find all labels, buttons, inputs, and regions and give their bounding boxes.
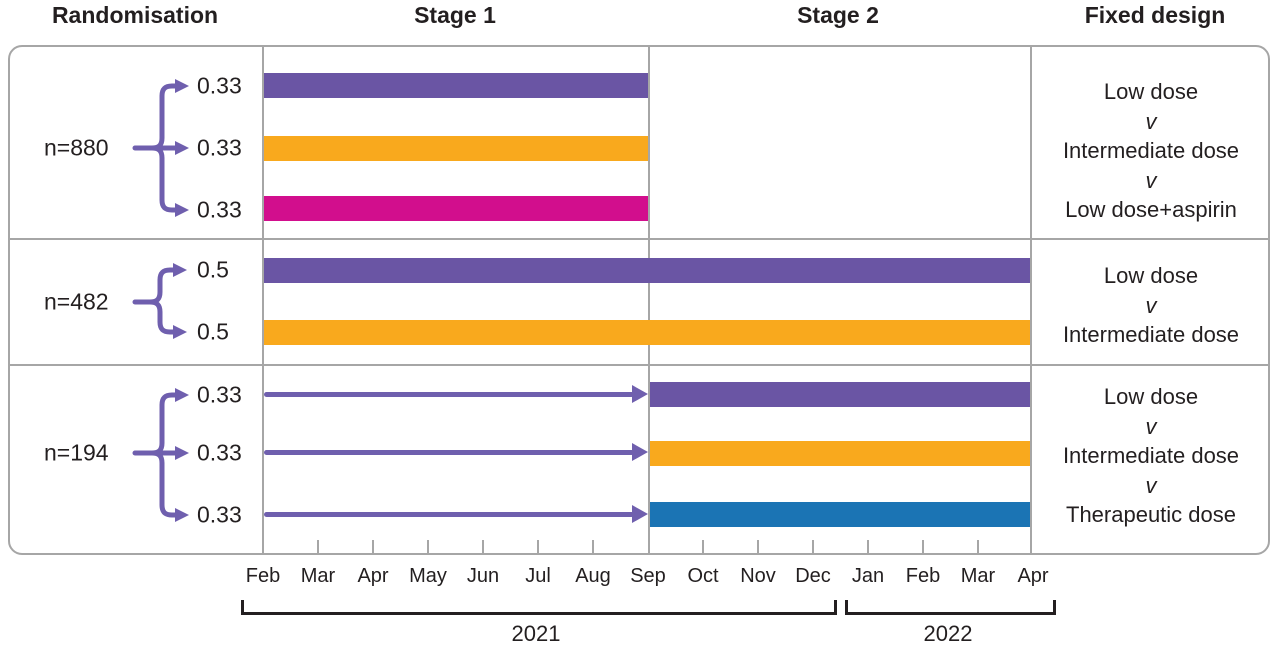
month-tick <box>702 540 704 553</box>
comparison-line: Low dose <box>1103 263 1199 288</box>
three-way-branch-arrow <box>132 79 189 217</box>
panel2-fraction-1: 0.5 <box>197 256 229 283</box>
panel1-comparison: Low dose v Intermediate dose v Low dose+… <box>1031 77 1271 225</box>
month-label: Sep <box>630 565 666 587</box>
month-label: May <box>409 565 447 587</box>
panel3-fraction-1: 0.33 <box>197 381 242 408</box>
lead-arrow-line <box>264 392 634 397</box>
month-label: Oct <box>687 565 719 587</box>
bar-p2-low-dose <box>264 258 1030 283</box>
versus-label: v <box>1145 413 1157 439</box>
header-stage1: Stage 1 <box>414 2 496 28</box>
panel1-fraction-1: 0.33 <box>197 72 242 99</box>
month-tick <box>812 540 814 553</box>
bar-p1-intermediate-dose <box>264 136 648 161</box>
year-label-2022: 2022 <box>923 621 973 646</box>
year-label-2021: 2021 <box>511 621 561 646</box>
header-fixed-design: Fixed design <box>1084 2 1226 28</box>
month-tick <box>867 540 869 553</box>
lead-arrow-head <box>632 443 648 461</box>
month-tick <box>592 540 594 553</box>
panel1-n-label: n=880 <box>44 134 109 161</box>
panel1-fraction-2: 0.33 <box>197 134 242 161</box>
comparison-line: Intermediate dose <box>1062 322 1240 347</box>
month-tick <box>427 540 429 553</box>
divider-stage2-fixed <box>1030 47 1032 553</box>
diagram-frame <box>8 45 1270 555</box>
panel2-comparison: Low dose v Intermediate dose <box>1031 261 1271 350</box>
month-label: Mar <box>960 565 996 587</box>
versus-label: v <box>1145 472 1157 498</box>
divider-stage1-stage2 <box>648 47 650 553</box>
month-label: Apr <box>357 565 389 587</box>
panel3-fraction-2: 0.33 <box>197 439 242 466</box>
month-label: Feb <box>905 565 941 587</box>
year-bracket-2022 <box>845 600 1056 615</box>
lead-arrow-line <box>264 450 634 455</box>
versus-label: v <box>1145 167 1157 193</box>
lead-arrow-line <box>264 512 634 517</box>
comparison-line: Low dose <box>1103 79 1199 104</box>
two-way-branch-arrow <box>132 263 187 339</box>
panel3-comparison: Low dose v Intermediate dose v Therapeut… <box>1031 382 1271 530</box>
month-label: Dec <box>795 565 831 587</box>
panel1-fraction-3: 0.33 <box>197 196 242 223</box>
month-label: Jan <box>851 565 885 587</box>
versus-label: v <box>1145 108 1157 134</box>
month-label: Feb <box>245 565 281 587</box>
month-tick <box>977 540 979 553</box>
month-tick <box>372 540 374 553</box>
bar-p1-low-dose-aspirin <box>264 196 648 221</box>
month-label: Nov <box>740 565 776 587</box>
month-label: Jul <box>525 565 551 587</box>
month-label: Aug <box>575 565 611 587</box>
bar-p3-therapeutic-dose <box>650 502 1030 527</box>
divider-randomisation-stage1 <box>262 47 264 553</box>
year-bracket-2021 <box>241 600 837 615</box>
three-way-branch-arrow <box>132 388 189 522</box>
month-tick <box>922 540 924 553</box>
header-randomisation: Randomisation <box>51 2 219 28</box>
divider-panel2-panel3 <box>10 364 1270 366</box>
comparison-line: Intermediate dose <box>1062 138 1240 163</box>
month-label: Mar <box>300 565 336 587</box>
month-tick <box>482 540 484 553</box>
lead-arrow-head <box>632 385 648 403</box>
bar-p3-low-dose <box>650 382 1030 407</box>
header-stage2: Stage 2 <box>797 2 879 28</box>
month-label: Apr <box>1017 565 1049 587</box>
month-tick <box>317 540 319 553</box>
panel2-fraction-2: 0.5 <box>197 318 229 345</box>
bar-p1-low-dose <box>264 73 648 98</box>
comparison-line: Low dose+aspirin <box>1065 197 1237 222</box>
versus-label: v <box>1145 292 1157 318</box>
comparison-line: Intermediate dose <box>1062 443 1240 468</box>
panel3-n-label: n=194 <box>44 439 109 466</box>
month-tick <box>537 540 539 553</box>
month-tick <box>757 540 759 553</box>
bar-p3-intermediate-dose <box>650 441 1030 466</box>
bar-p2-intermediate-dose <box>264 320 1030 345</box>
divider-panel1-panel2 <box>10 238 1270 240</box>
panel3-fraction-3: 0.33 <box>197 501 242 528</box>
lead-arrow-head <box>632 505 648 523</box>
comparison-line: Low dose <box>1103 384 1199 409</box>
month-label: Jun <box>466 565 500 587</box>
comparison-line: Therapeutic dose <box>1066 502 1236 527</box>
panel2-n-label: n=482 <box>44 288 109 315</box>
